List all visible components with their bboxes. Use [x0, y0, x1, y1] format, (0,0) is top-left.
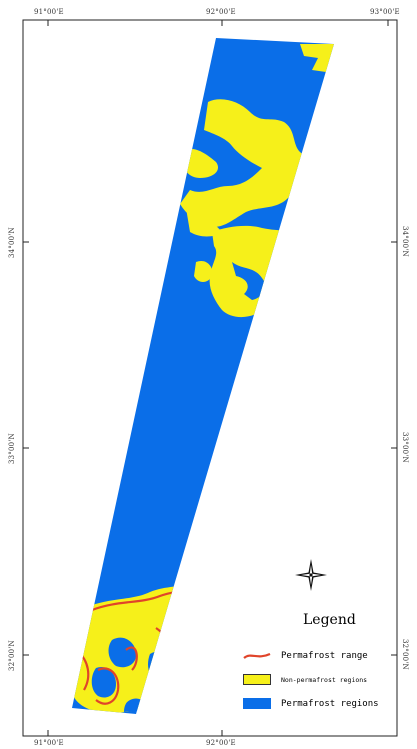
legend-item-permafrost: Permafrost regions	[243, 698, 379, 709]
legend-title: Legend	[303, 612, 356, 628]
coord-left-32N: 32°00'N	[8, 640, 16, 671]
north-arrow-compass-icon	[295, 559, 327, 591]
non-permafrost-swatch	[243, 674, 271, 685]
map-frame	[22, 19, 398, 737]
graticule-ticks	[23, 20, 397, 736]
legend-label-non-permafrost: Non-permafrost regions	[281, 675, 368, 684]
coord-top-91E: 91°00'E	[34, 8, 64, 16]
permafrost-range-swatch	[243, 652, 271, 659]
legend-item-permafrost-range: Permafrost range	[243, 650, 368, 662]
coord-left-33N: 33°00'N	[8, 433, 16, 464]
coord-right-33N: 33°00'N	[401, 432, 409, 463]
legend-label-permafrost: Permafrost regions	[281, 698, 379, 709]
coord-right-32N: 32°00'N	[401, 639, 409, 670]
coord-bottom-92E: 92°00'E	[206, 739, 236, 747]
coord-top-93E: 93°00'E	[370, 8, 400, 16]
coord-bottom-91E: 91°00'E	[34, 739, 64, 747]
coord-top-92E: 92°00'E	[206, 8, 236, 16]
permafrost-swatch	[243, 698, 271, 709]
coord-right-34N: 34°00'N	[401, 226, 409, 257]
legend-item-non-permafrost: Non-permafrost regions	[243, 674, 367, 685]
legend-label-permafrost-range: Permafrost range	[281, 651, 368, 661]
coord-left-34N: 34°00'N	[8, 227, 16, 258]
